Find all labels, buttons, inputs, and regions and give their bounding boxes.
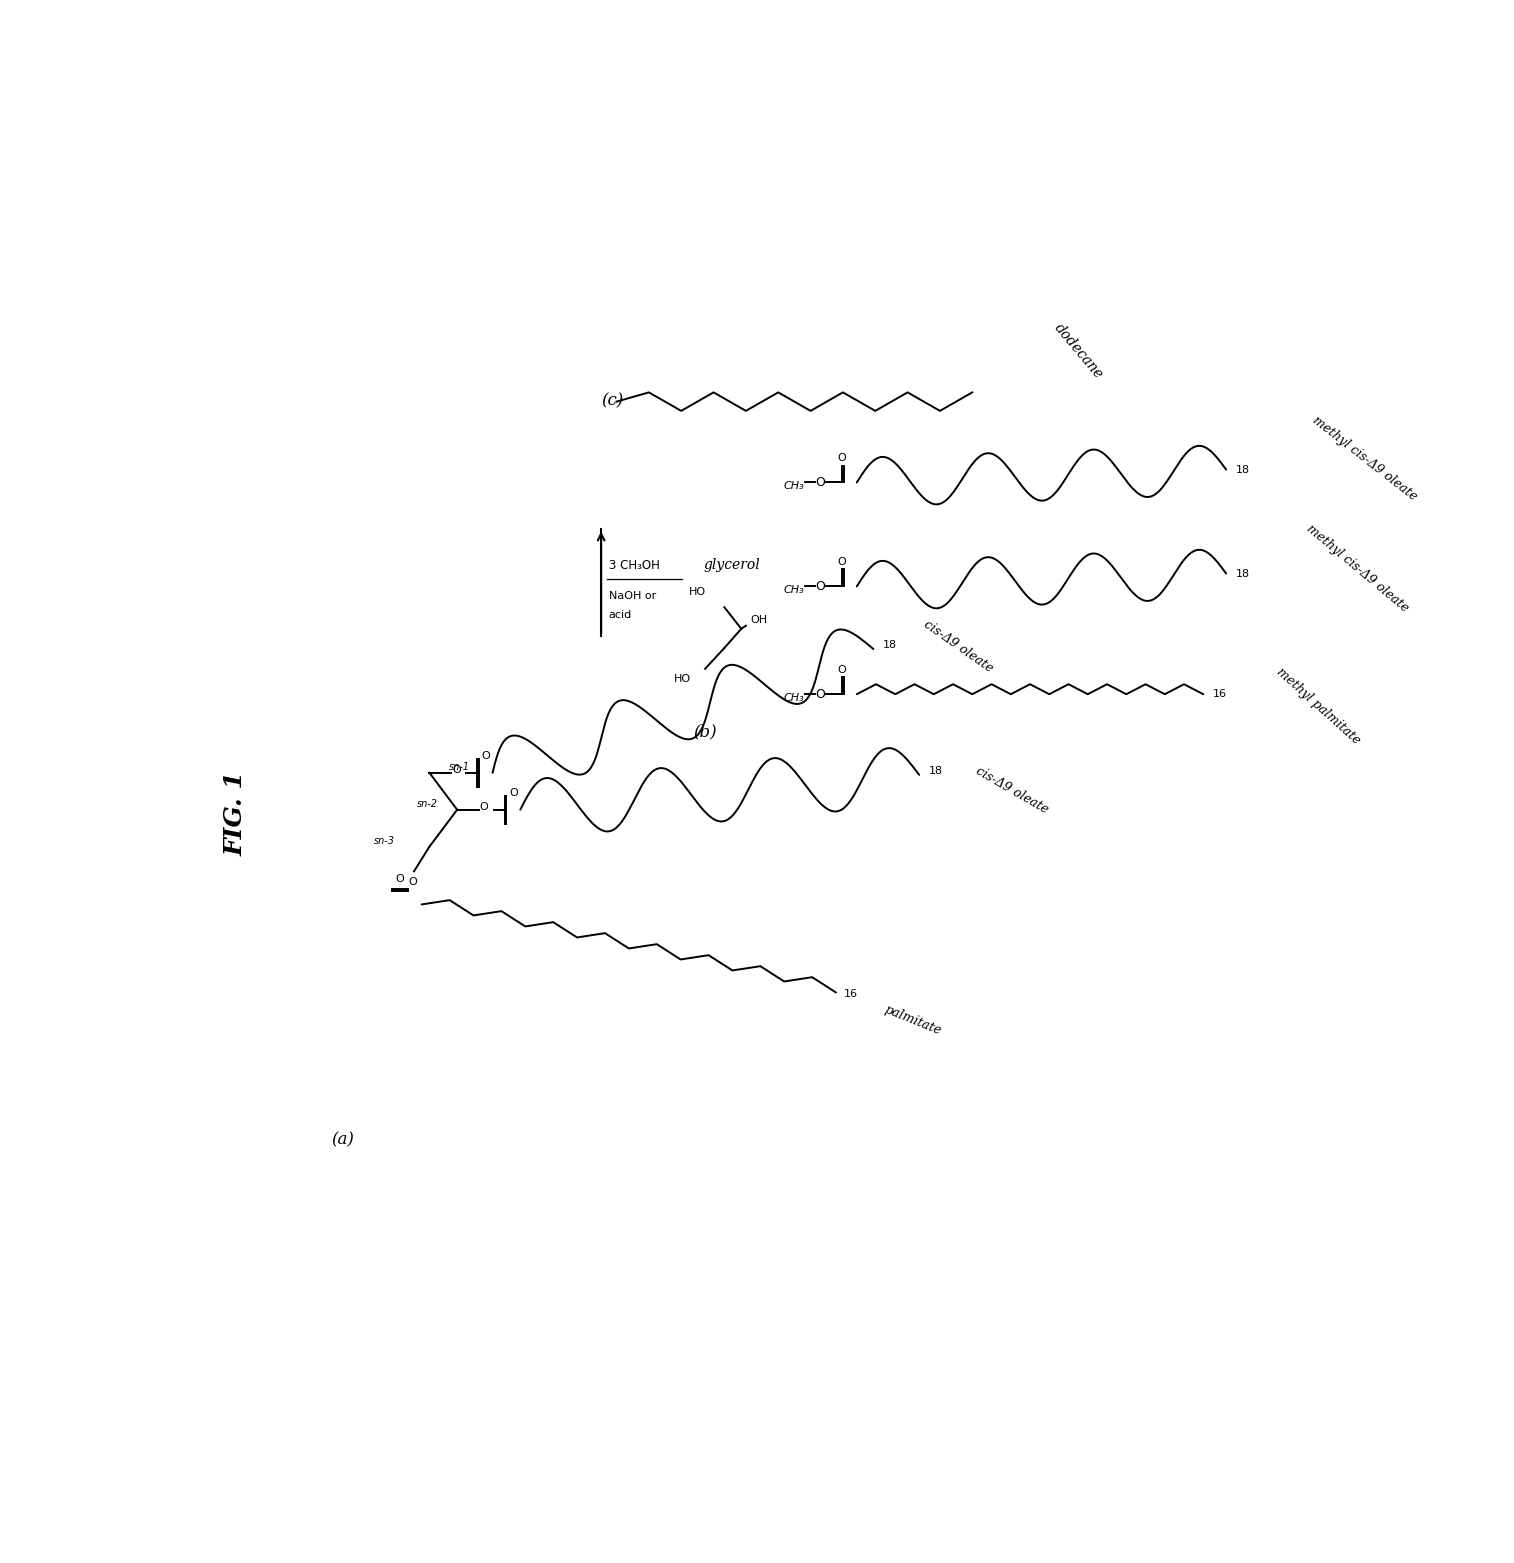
Text: sn-2: sn-2 (416, 799, 438, 808)
Text: sn-1: sn-1 (448, 761, 469, 772)
Text: O: O (837, 664, 846, 675)
Text: HO: HO (674, 674, 690, 685)
Text: 18: 18 (883, 641, 896, 650)
Text: O: O (837, 453, 846, 463)
Text: CH₃: CH₃ (783, 585, 804, 596)
Text: 3 CH₃OH: 3 CH₃OH (609, 560, 660, 572)
Text: O: O (480, 802, 489, 811)
Text: (a): (a) (332, 1132, 354, 1149)
Text: cis-Δ9 oleate: cis-Δ9 oleate (921, 617, 995, 675)
Text: 18: 18 (1235, 464, 1249, 475)
Text: methyl palmitate: methyl palmitate (1275, 666, 1363, 747)
Text: O: O (409, 877, 416, 888)
Text: CH₃: CH₃ (783, 481, 804, 491)
Text: OH: OH (751, 614, 768, 625)
Text: O: O (816, 477, 825, 489)
Text: palmitate: palmitate (883, 1003, 943, 1038)
Text: 16: 16 (843, 989, 857, 999)
Text: O: O (481, 750, 491, 761)
Text: (c): (c) (601, 392, 624, 410)
Text: O: O (453, 764, 460, 775)
Text: acid: acid (609, 610, 631, 621)
Text: methyl cis-Δ9 oleate: methyl cis-Δ9 oleate (1310, 414, 1420, 503)
Text: methyl cis-Δ9 oleate: methyl cis-Δ9 oleate (1304, 522, 1411, 614)
Text: O: O (395, 874, 404, 885)
Text: glycerol: glycerol (704, 558, 760, 572)
Text: FIG. 1: FIG. 1 (224, 771, 247, 857)
Text: NaOH or: NaOH or (609, 591, 656, 602)
Text: 16: 16 (1213, 689, 1226, 699)
Text: O: O (509, 788, 518, 797)
Text: (b): (b) (693, 724, 718, 741)
Text: sn-3: sn-3 (374, 836, 395, 846)
Text: CH₃: CH₃ (783, 692, 804, 703)
Text: 18: 18 (1235, 569, 1249, 578)
Text: 18: 18 (928, 766, 943, 775)
Text: O: O (837, 556, 846, 567)
Text: O: O (816, 580, 825, 592)
Text: O: O (816, 688, 825, 700)
Text: HO: HO (689, 586, 706, 597)
Text: dodecane: dodecane (1052, 322, 1105, 381)
Text: cis-Δ9 oleate: cis-Δ9 oleate (974, 764, 1051, 816)
